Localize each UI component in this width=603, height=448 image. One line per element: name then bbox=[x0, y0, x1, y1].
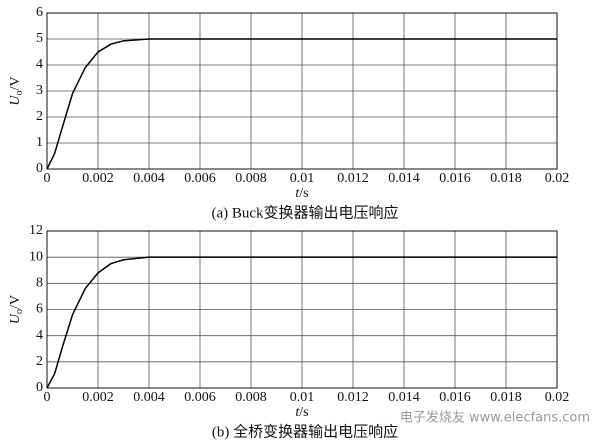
x-tick-label: 0.018 bbox=[490, 390, 522, 405]
x-tick-label: 0.018 bbox=[490, 171, 522, 186]
line bbox=[46, 256, 557, 389]
y-tick-label: 2 bbox=[36, 109, 43, 124]
y-label-unit: /V bbox=[8, 76, 23, 90]
watermark: 电子发烧友 www.elecfans.com bbox=[400, 410, 590, 426]
x-tick-label: 0.008 bbox=[235, 390, 267, 405]
y-tick-label: 3 bbox=[36, 83, 43, 98]
x-tick-label: 0.012 bbox=[337, 171, 369, 186]
y-tick-label: 0 bbox=[36, 380, 43, 395]
x-tick-label: 0.002 bbox=[82, 390, 114, 405]
y-label-symbol: U bbox=[8, 313, 23, 324]
x-label-unit: /s bbox=[299, 186, 308, 201]
x-tick-label: 0.016 bbox=[439, 171, 471, 186]
x-label-symbol: t bbox=[295, 186, 300, 201]
x-tick-label: 0.004 bbox=[133, 390, 165, 405]
x-tick-label: 0.008 bbox=[235, 171, 267, 186]
y-tick-label: 2 bbox=[36, 354, 43, 369]
x-tick-label: 0.006 bbox=[184, 390, 216, 405]
line bbox=[46, 38, 557, 170]
y-tick-label: 10 bbox=[29, 249, 43, 264]
y-tick-label: 0 bbox=[36, 161, 43, 176]
y-tick-label: 8 bbox=[36, 276, 43, 291]
x-label-symbol: t bbox=[295, 405, 300, 420]
x-tick-label: 0.02 bbox=[545, 171, 570, 186]
y-label-unit: /V bbox=[8, 295, 23, 309]
x-tick-label: 0.01 bbox=[290, 390, 315, 405]
y-axis-label: Uo/V bbox=[8, 76, 25, 105]
caption: (b) 全桥变换器输出电压响应 bbox=[212, 422, 398, 440]
x-axis-label: t/s bbox=[295, 186, 308, 201]
plot-frame bbox=[46, 230, 558, 389]
x-tick-label: 0.014 bbox=[388, 390, 420, 405]
y-label-subscript: o bbox=[14, 90, 25, 95]
y-tick-label: 6 bbox=[36, 5, 43, 20]
y-tick-label: 4 bbox=[36, 57, 43, 72]
x-tick-label: 0.02 bbox=[545, 390, 570, 405]
caption: (a) Buck变换器输出电压响应 bbox=[211, 203, 398, 221]
x-label-unit: /s bbox=[299, 405, 308, 420]
x-tick-label: 0.002 bbox=[82, 171, 114, 186]
y-label-subscript: o bbox=[14, 309, 25, 314]
y-tick-label: 6 bbox=[36, 302, 43, 317]
x-tick-label: 0.016 bbox=[439, 390, 471, 405]
y-tick-label: 5 bbox=[36, 31, 43, 46]
x-tick-label: 0.006 bbox=[184, 171, 216, 186]
y-tick-label: 1 bbox=[36, 135, 43, 150]
x-tick-label: 0.004 bbox=[133, 171, 165, 186]
x-tick-label: 0 bbox=[44, 171, 51, 186]
x-tick-label: 0.01 bbox=[290, 171, 315, 186]
y-axis-label: Uo/V bbox=[8, 295, 25, 324]
y-tick-label: 4 bbox=[36, 328, 43, 343]
x-tick-label: 0.012 bbox=[337, 390, 369, 405]
x-tick-label: 0.014 bbox=[388, 171, 420, 186]
x-tick-label: 0 bbox=[44, 390, 51, 405]
x-axis-label: t/s bbox=[295, 405, 308, 420]
y-label-symbol: U bbox=[8, 95, 23, 106]
plot-frame bbox=[46, 12, 558, 170]
y-tick-label: 12 bbox=[29, 223, 43, 238]
